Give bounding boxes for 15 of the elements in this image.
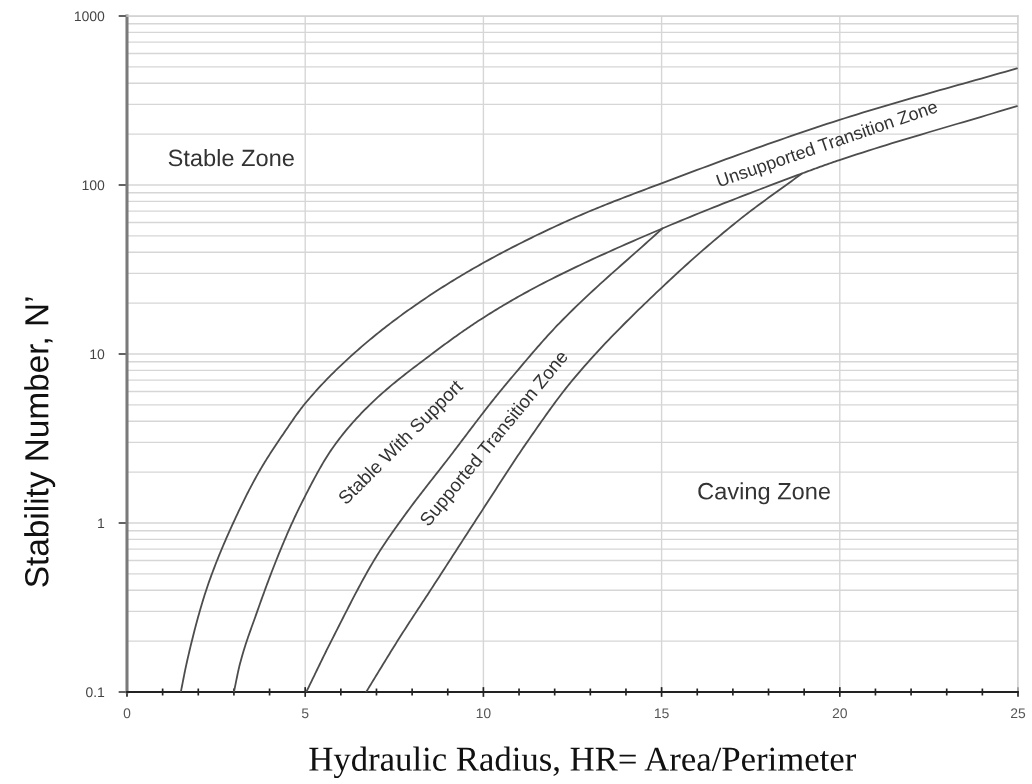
x-axis-title: Hydraulic Radius, HR= Area/Perimeter	[309, 746, 856, 779]
annotation: Stable Zone	[168, 148, 294, 167]
x-tick-label: 15	[654, 708, 669, 719]
annotation: Caving Zone	[698, 482, 830, 505]
x-tick-label: 10	[476, 708, 491, 719]
x-tick-label: 20	[832, 708, 847, 719]
y-axis-title: Stability Number, N’	[24, 297, 56, 587]
y-tick-label: 1	[98, 518, 105, 529]
y-tick-label: 0.1	[86, 687, 105, 698]
x-tick-label: 5	[301, 708, 309, 719]
y-tick-label: 1000	[74, 11, 105, 22]
x-tick-label: 0	[123, 708, 131, 719]
y-tick-label: 100	[82, 180, 105, 191]
y-tick-label: 10	[90, 349, 105, 360]
x-tick-label: 25	[1010, 708, 1026, 719]
